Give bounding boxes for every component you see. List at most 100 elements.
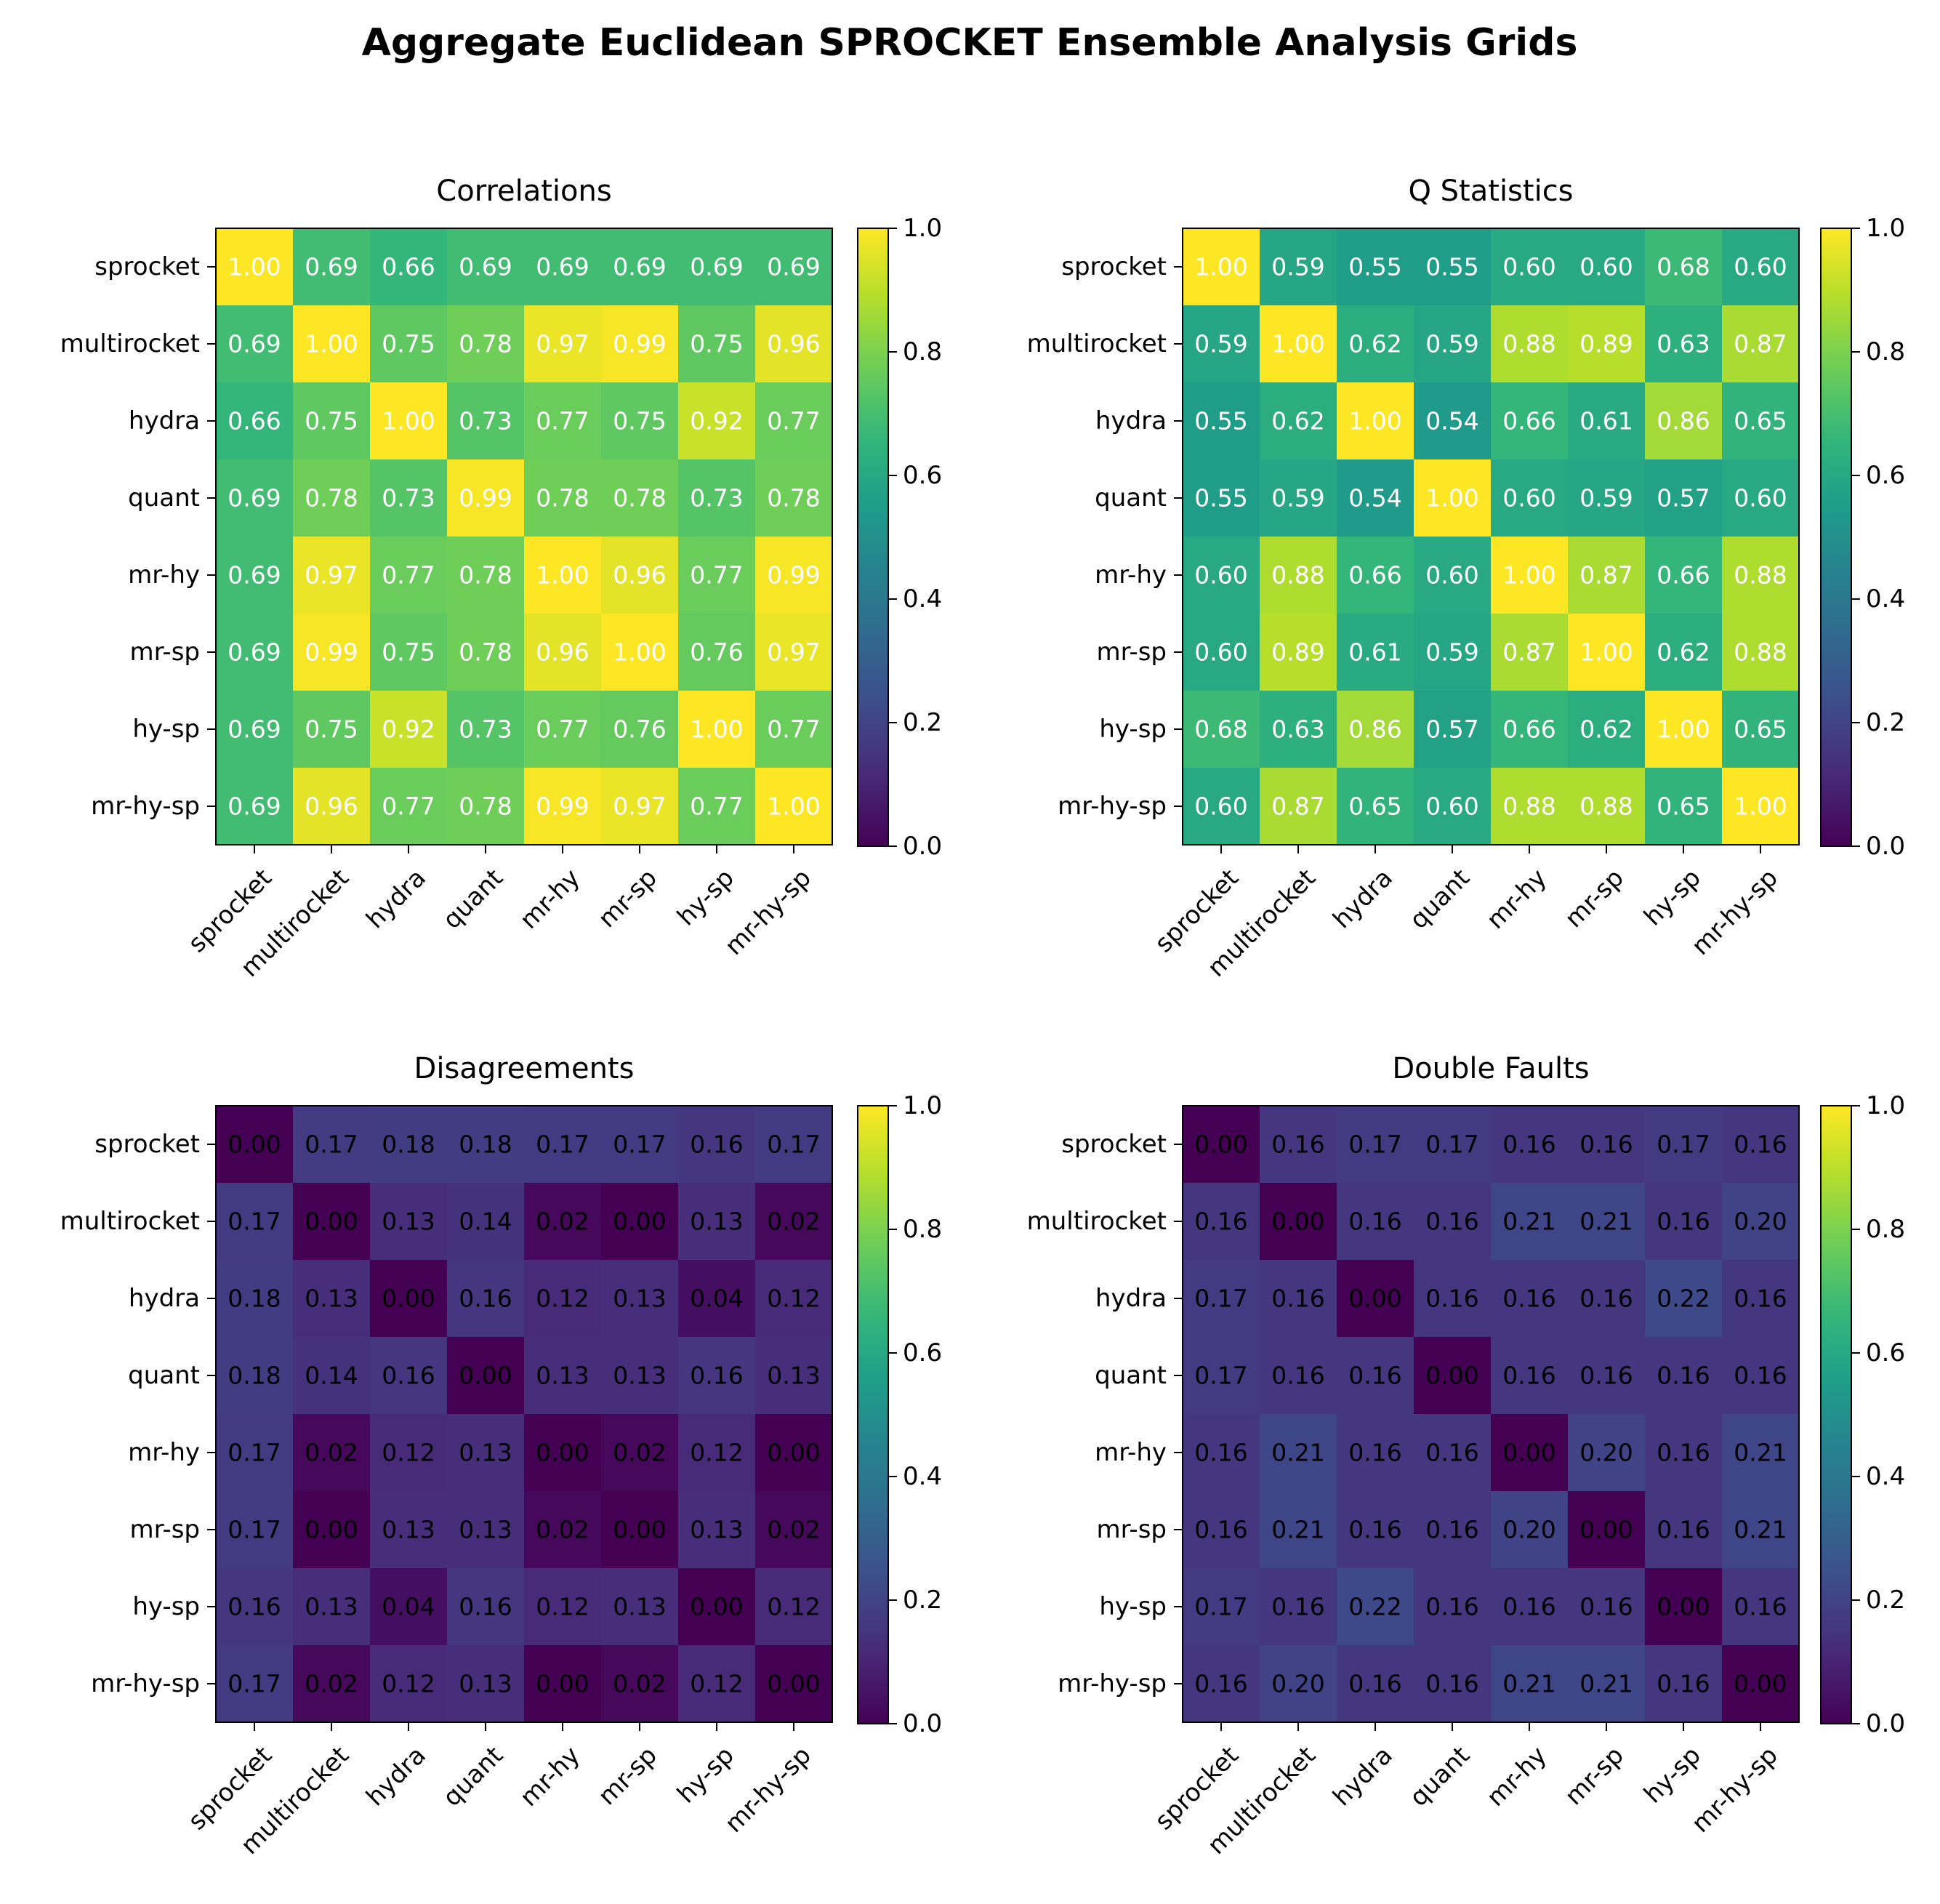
colorbar-tick-label: 0.4 (903, 585, 942, 614)
cell-value-label: 0.17 (228, 1208, 281, 1236)
heatmap-cell (678, 1260, 756, 1338)
cell-value-label: 0.02 (613, 1670, 666, 1698)
cell-value-label: 0.18 (228, 1285, 281, 1313)
heatmap-cell (1491, 228, 1569, 306)
y-tick-label-mr-hy-sp: mr-hy-sp (1058, 792, 1167, 821)
heatmap-cell (1645, 228, 1723, 306)
cell-value-label: 0.65 (1734, 407, 1787, 435)
heatmap-cell (755, 1645, 833, 1723)
heatmap-cell (1722, 305, 1800, 383)
heatmap-cell (1183, 228, 1260, 306)
cell-value-label: 1.00 (1579, 638, 1633, 667)
cell-value-label: 0.13 (459, 1670, 512, 1698)
heatmap-cell (1260, 1414, 1337, 1492)
cell-value-label: 0.75 (382, 638, 435, 667)
cell-value-label: 0.02 (536, 1516, 589, 1544)
heatmap-cell (1414, 614, 1492, 691)
heatmap-cell (1183, 1337, 1260, 1415)
cell-value-label: 0.12 (767, 1593, 820, 1621)
heatmap-cell (524, 614, 602, 691)
cell-value-label: 1.00 (690, 715, 743, 744)
cell-value-label: 0.97 (305, 561, 358, 590)
heatmap-cell (370, 1260, 448, 1338)
heatmap-cell (678, 691, 756, 768)
cell-value-label: 0.77 (767, 407, 820, 435)
colorbar-tick-label: 0.4 (903, 1462, 942, 1491)
cell-value-label: 0.66 (382, 253, 435, 281)
heatmap-cell (1722, 382, 1800, 460)
cell-value-label: 0.75 (382, 330, 435, 358)
heatmap-cell (678, 614, 756, 691)
heatmap-cell (601, 1414, 679, 1492)
cell-value-label: 0.55 (1194, 407, 1247, 435)
cell-value-label: 0.00 (1425, 1362, 1478, 1390)
cell-value-label: 1.00 (1348, 407, 1401, 435)
colorbar-tick-label: 0.0 (1866, 832, 1905, 861)
chart-title: Q Statistics (1408, 174, 1573, 208)
heatmap-cell (1337, 305, 1414, 383)
heatmap-cell (370, 1645, 448, 1723)
heatmap-cell (447, 305, 525, 383)
cell-value-label: 0.00 (305, 1516, 358, 1544)
heatmap-cell (524, 305, 602, 383)
y-tick-label-quant: quant (128, 483, 200, 513)
cell-value-label: 0.88 (1502, 330, 1555, 358)
cell-value-label: 0.22 (1348, 1593, 1401, 1621)
colorbar-tick-label: 0.8 (903, 337, 942, 366)
cell-value-label: 0.76 (613, 715, 666, 744)
cell-value-label: 0.00 (1271, 1208, 1324, 1236)
cell-value-label: 0.68 (1194, 715, 1247, 744)
cell-value-label: 0.13 (305, 1285, 358, 1313)
cell-value-label: 0.73 (459, 407, 512, 435)
cell-value-label: 0.12 (382, 1670, 435, 1698)
colorbar-tick-label: 1.0 (1866, 214, 1905, 243)
heatmap-cell (216, 1568, 294, 1646)
y-tick-label-mr-sp: mr-sp (1097, 638, 1167, 667)
heatmap-cell (1414, 1106, 1492, 1184)
cell-value-label: 0.96 (305, 792, 358, 821)
cell-value-label: 0.62 (1579, 715, 1633, 744)
heatmap-cell (1183, 1106, 1260, 1184)
heatmap-cell (216, 1337, 294, 1415)
heatmap-cell (1260, 305, 1337, 383)
cell-value-label: 0.57 (1657, 484, 1710, 513)
heatmap-cell (1414, 1645, 1492, 1723)
cell-value-label: 0.78 (767, 484, 820, 513)
heatmap-cell (447, 768, 525, 845)
y-tick-label-sprocket: sprocket (1061, 252, 1167, 281)
cell-value-label: 0.13 (767, 1362, 820, 1390)
cell-value-label: 0.00 (536, 1439, 589, 1467)
heatmap-cell (370, 228, 448, 306)
cell-value-label: 0.16 (1425, 1516, 1478, 1544)
heatmap-cell (524, 1337, 602, 1415)
cell-value-label: 0.17 (228, 1516, 281, 1544)
heatmap-cell (293, 305, 371, 383)
cell-value-label: 0.59 (1271, 484, 1324, 513)
cell-value-label: 0.16 (1425, 1285, 1478, 1313)
heatmap-cell (1337, 1106, 1414, 1184)
heatmap-cell (1337, 1568, 1414, 1646)
heatmap-cell (1645, 537, 1723, 614)
heatmap-cell (447, 1414, 525, 1492)
heatmap-cell (601, 1645, 679, 1723)
colorbar (1820, 228, 1852, 847)
cell-value-label: 0.00 (228, 1130, 281, 1159)
cell-value-label: 0.16 (1271, 1285, 1324, 1313)
y-tick-label-mr-sp: mr-sp (130, 1515, 201, 1544)
cell-value-label: 0.21 (1579, 1208, 1633, 1236)
cell-value-label: 0.00 (536, 1670, 589, 1698)
heatmap-cell (216, 768, 294, 845)
cell-value-label: 0.54 (1425, 407, 1478, 435)
heatmap-cell (678, 1645, 756, 1723)
cell-value-label: 0.77 (767, 715, 820, 744)
heatmap-cell (1183, 1645, 1260, 1723)
cell-value-label: 0.75 (305, 407, 358, 435)
cell-value-label: 1.00 (382, 407, 435, 435)
heatmap-cell (678, 459, 756, 537)
cell-value-label: 0.02 (536, 1208, 589, 1236)
cell-value-label: 0.13 (305, 1593, 358, 1621)
colorbar-tick-label: 0.2 (903, 1586, 942, 1615)
cell-value-label: 0.16 (1348, 1439, 1401, 1467)
heatmap-cell (601, 1260, 679, 1338)
cell-value-label: 0.69 (228, 638, 281, 667)
